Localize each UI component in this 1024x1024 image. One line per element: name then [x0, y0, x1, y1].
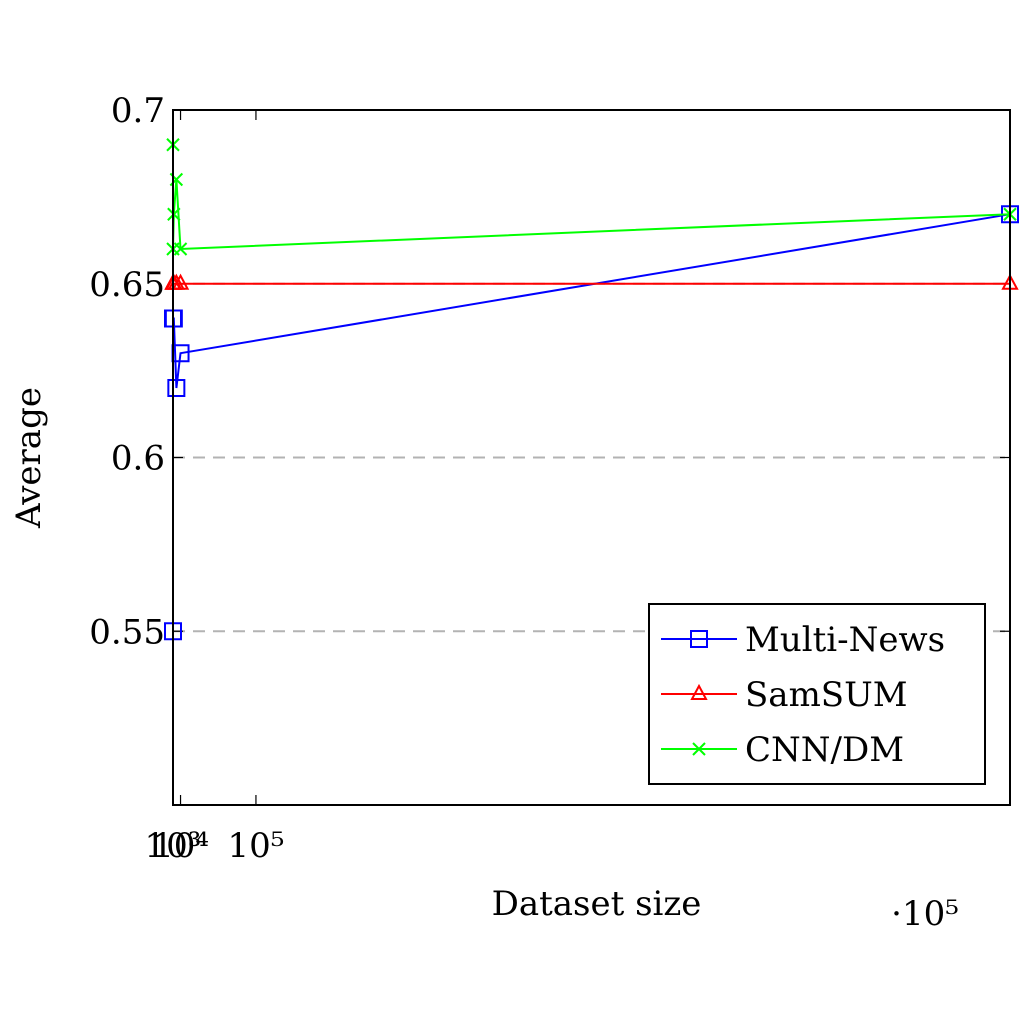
data-point	[690, 630, 708, 648]
plot-frame	[172, 109, 1011, 806]
x-tick-label: 10³	[145, 826, 202, 866]
legend: Multi-News SamSUM CNN/DM	[648, 603, 986, 785]
y-tick-label: 0.55	[89, 612, 165, 652]
data-point	[690, 683, 708, 700]
x-axis-title: Dataset size	[492, 884, 702, 924]
y-tick-label: 0.6	[111, 439, 165, 479]
legend-item: Multi-News	[661, 620, 945, 660]
legend-item: CNN/DM	[661, 730, 904, 770]
legend-label: SamSUM	[745, 675, 908, 715]
series-multi-news	[164, 205, 1019, 641]
x-axis-multiplier: ·10⁵	[891, 894, 959, 934]
x-tick-label: 10⁵	[227, 826, 284, 866]
y-axis-title: Average	[9, 387, 49, 529]
data-point	[171, 273, 190, 290]
series-cnn-dm	[166, 138, 1017, 256]
x-tick-label: 10⁴	[152, 826, 209, 866]
legend-item: SamSUM	[661, 675, 908, 715]
series-samsum	[164, 273, 1019, 290]
data-point	[692, 742, 706, 756]
data-point	[173, 242, 188, 256]
y-tick-label: 0.65	[89, 265, 165, 305]
data-point	[167, 379, 186, 397]
legend-label: Multi-News	[745, 620, 945, 660]
series-line	[172, 213, 1011, 632]
series-line	[172, 144, 1011, 251]
y-tick-label: 0.7	[111, 91, 165, 131]
series-lines	[164, 138, 1019, 641]
data-point-stroke	[173, 242, 188, 256]
data-point-stroke	[692, 742, 706, 756]
grid-lines	[173, 282, 1010, 633]
legend-label: CNN/DM	[745, 730, 904, 770]
